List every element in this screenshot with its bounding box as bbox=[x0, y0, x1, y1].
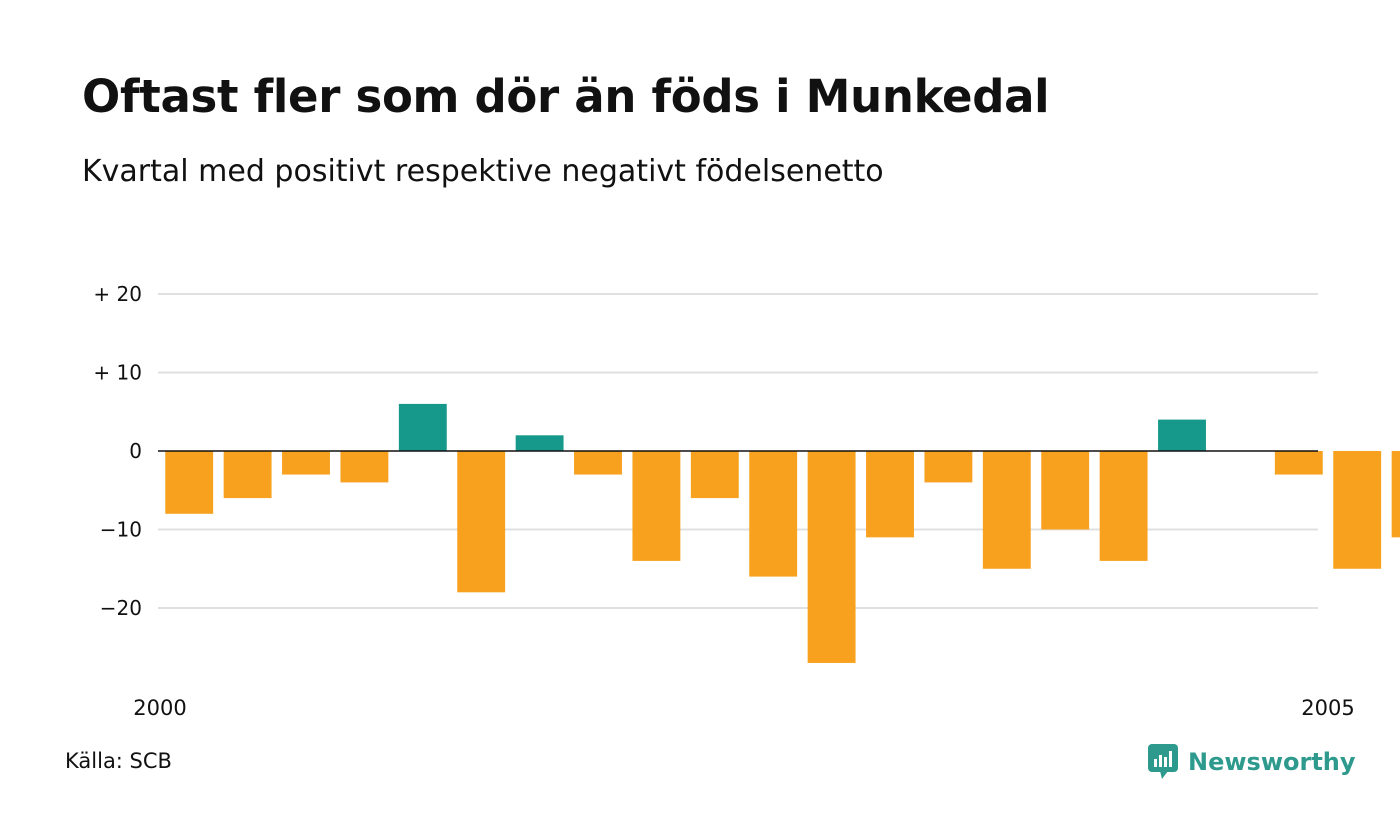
bar-negative bbox=[1099, 451, 1148, 561]
bar-negative bbox=[1333, 451, 1382, 569]
bar-negative bbox=[807, 451, 856, 663]
y-tick-label: −10 bbox=[100, 518, 142, 542]
bar-negative bbox=[690, 451, 739, 499]
brand-logo: Newsworthy bbox=[1148, 744, 1356, 780]
x-tick-label: 2000 bbox=[133, 696, 186, 720]
bar-negative bbox=[866, 451, 914, 538]
source-note: Källa: SCB bbox=[65, 749, 172, 773]
chart-subtitle: Kvartal med positivt respektive negativt… bbox=[82, 154, 884, 189]
bar-negative bbox=[1391, 451, 1400, 538]
bar-negative bbox=[574, 451, 622, 475]
x-axis-ticks: 20002005201020152020 bbox=[133, 696, 1354, 720]
bars bbox=[165, 403, 1400, 663]
bar-negative bbox=[282, 451, 330, 475]
bar-negative bbox=[340, 451, 389, 483]
chart-title: Oftast fler som dör än föds i Munkedal bbox=[82, 70, 1050, 123]
y-tick-label: 0 bbox=[129, 439, 142, 463]
bar-negative bbox=[1274, 451, 1323, 475]
bar-positive bbox=[1158, 419, 1206, 451]
bar-negative bbox=[1041, 451, 1090, 530]
bar-negative bbox=[749, 451, 798, 577]
newsworthy-logo-icon bbox=[1148, 744, 1178, 779]
bar-negative bbox=[457, 451, 506, 593]
bar-negative bbox=[982, 451, 1031, 569]
y-tick-label: + 10 bbox=[93, 361, 142, 385]
y-tick-label: −20 bbox=[100, 596, 142, 620]
bar-negative bbox=[165, 451, 214, 514]
bar-negative bbox=[632, 451, 681, 561]
brand-name: Newsworthy bbox=[1188, 748, 1356, 776]
bar-positive bbox=[515, 435, 564, 451]
y-axis-ticks: + 20 + 10 0 −10 −20 bbox=[93, 282, 142, 620]
y-tick-label: + 20 bbox=[93, 282, 142, 306]
x-tick-label: 2005 bbox=[1301, 696, 1354, 720]
bar-positive bbox=[398, 403, 447, 451]
bar-negative bbox=[223, 451, 272, 499]
bar-negative bbox=[924, 451, 973, 483]
